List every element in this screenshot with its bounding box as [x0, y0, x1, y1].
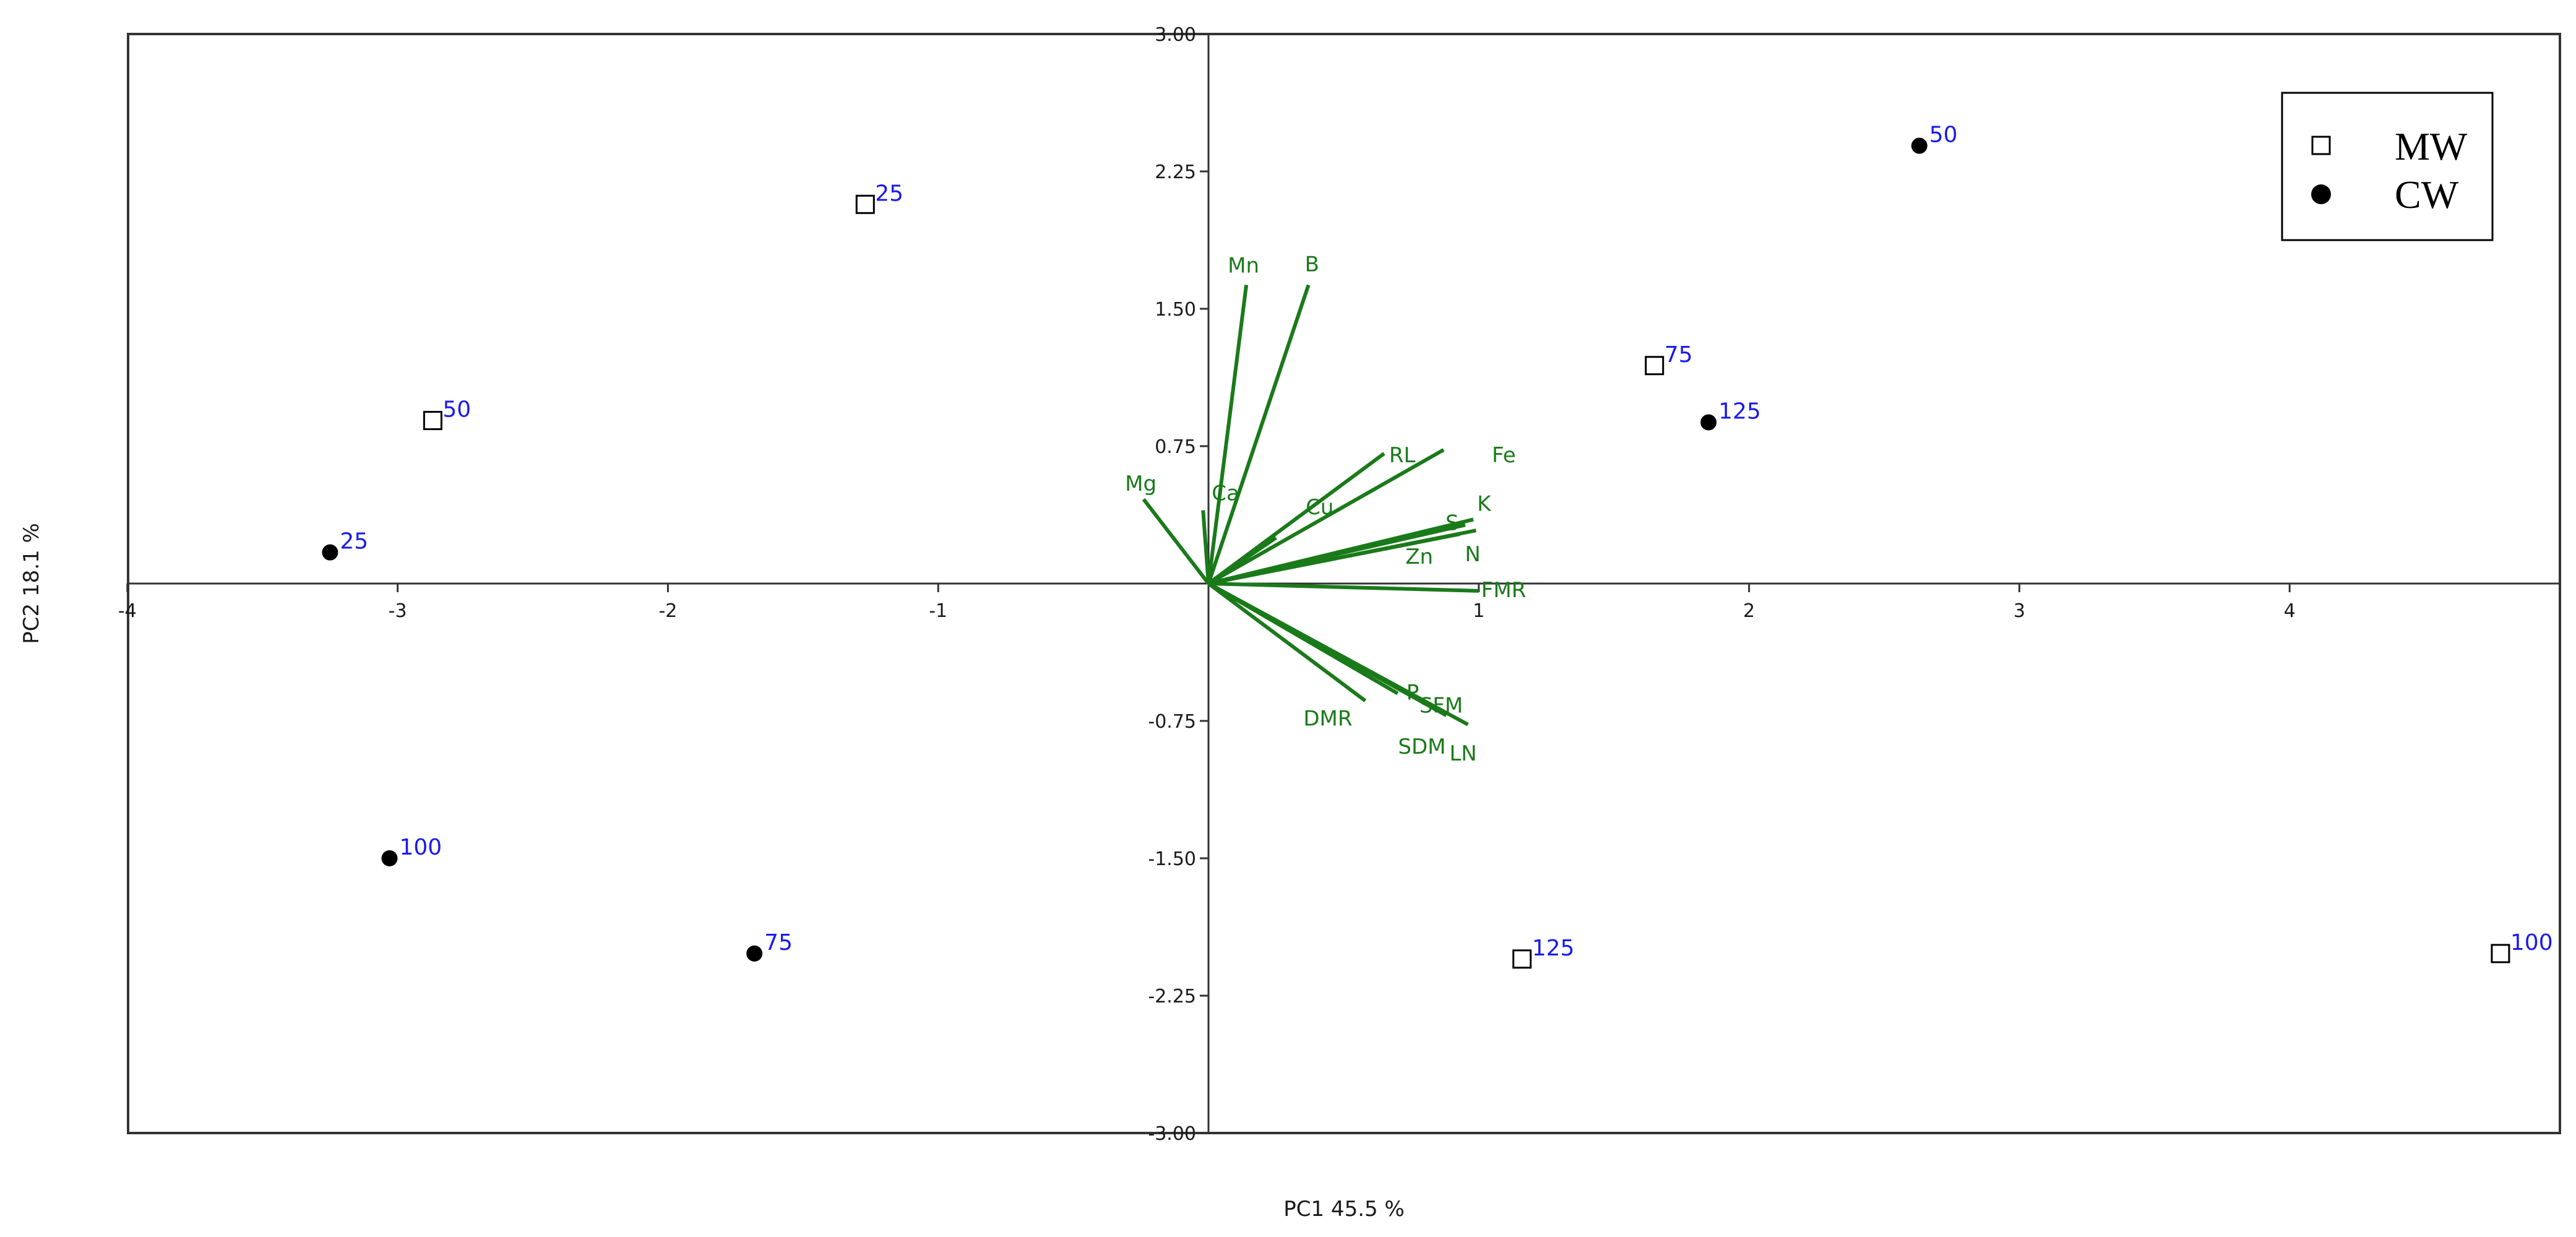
vector-label-fmr: FMR: [1481, 578, 1527, 603]
vector-label-k: K: [1477, 491, 1492, 516]
point-label-cw: 75: [764, 930, 793, 955]
point-label-mw: 25: [875, 181, 903, 206]
point-cw: [746, 945, 763, 962]
vector-label-rl: RL: [1389, 443, 1416, 468]
axes-group: -4 -3 -2 -1 1 2 3 4 3.00 2.25 1.50 0.75 -0.75 -1.50 -2…: [118, 24, 2560, 1145]
vector-fmr: [1208, 582, 1479, 593]
x-tick-label: -2: [658, 600, 677, 622]
x-tick-label: 2: [1743, 600, 1755, 622]
point-label-mw: 125: [1532, 936, 1575, 961]
legend-cw-label: CW: [2395, 173, 2459, 217]
point-label-cw: 50: [1929, 123, 1958, 148]
vector-label-n: N: [1465, 542, 1480, 567]
point-cw: [322, 544, 338, 561]
y-tick-label: -3.00: [1148, 1123, 1196, 1145]
vector-rl: [1207, 452, 1385, 585]
y-tick-label: -1.50: [1148, 848, 1196, 870]
y-tick-label: 3.00: [1155, 24, 1196, 46]
x-tick-label: -1: [929, 600, 947, 622]
score-points: 25 50 75 125 100 50 125 25 100 75: [322, 123, 2553, 969]
vector-mn: [1207, 285, 1249, 584]
vector-n: [1208, 528, 1477, 585]
point-label-cw: 100: [399, 835, 442, 860]
y-axis-title: PC2 18.1 %: [19, 523, 44, 644]
point-cw: [1700, 414, 1717, 431]
point-cw: [381, 850, 398, 866]
point-cw: [1911, 137, 1928, 154]
y-tick-label: 0.75: [1155, 436, 1196, 458]
vector-mg: [1142, 498, 1210, 585]
legend-cw-marker: [2311, 184, 2331, 204]
vector-label-ca: Ca: [1212, 481, 1239, 506]
legend-mw-marker: [2311, 136, 2331, 155]
vector-label-s: S: [1445, 511, 1459, 535]
point-mw: [1512, 949, 1532, 969]
loading-vectors: MnBMgCaCuRLFeKSZnNFMRDMRPSFMSDMLN: [1125, 252, 1526, 766]
x-tick-label: -3: [389, 600, 407, 622]
legend-box: [2281, 92, 2494, 241]
x-tick-label: 3: [2014, 600, 2025, 622]
x-tick-label: -4: [118, 600, 137, 622]
y-tick-label: 1.50: [1155, 299, 1196, 321]
vector-label-b: B: [1305, 252, 1319, 277]
vector-label-dmr: DMR: [1303, 706, 1352, 731]
point-label-cw: 25: [340, 529, 368, 554]
vector-b: [1207, 284, 1311, 584]
point-label-mw: 75: [1665, 342, 1693, 368]
vector-fe: [1207, 448, 1445, 585]
vector-label-zn: Zn: [1405, 545, 1433, 569]
point-mw: [1645, 356, 1665, 376]
point-mw: [2491, 944, 2510, 963]
legend-mw-label: MW: [2395, 124, 2468, 168]
vector-ln: [1207, 582, 1469, 726]
vector-label-sdm: SDM: [1398, 735, 1445, 759]
x-tick-label: 4: [2284, 600, 2296, 622]
point-label-mw: 50: [442, 397, 471, 423]
y-tick-label: -2.25: [1148, 986, 1196, 1007]
x-tick-label: 1: [1473, 600, 1484, 622]
vector-label-mg: Mg: [1125, 472, 1157, 496]
y-tick-label: 2.25: [1155, 162, 1196, 183]
vector-label-ln: LN: [1449, 741, 1476, 766]
point-mw: [855, 194, 875, 214]
point-label-cw: 125: [1718, 399, 1761, 425]
y-tick-label: -0.75: [1148, 711, 1196, 733]
vector-dmr: [1207, 582, 1367, 702]
vector-label-fe: Fe: [1492, 443, 1516, 468]
vector-ca: [1201, 510, 1210, 584]
x-axis-title: PC1 45.5 %: [1283, 1197, 1405, 1222]
legend: MW CW: [2281, 92, 2494, 241]
point-mw: [423, 411, 442, 431]
vector-label-mn: Mn: [1228, 254, 1259, 278]
point-label-mw: 100: [2510, 930, 2553, 955]
